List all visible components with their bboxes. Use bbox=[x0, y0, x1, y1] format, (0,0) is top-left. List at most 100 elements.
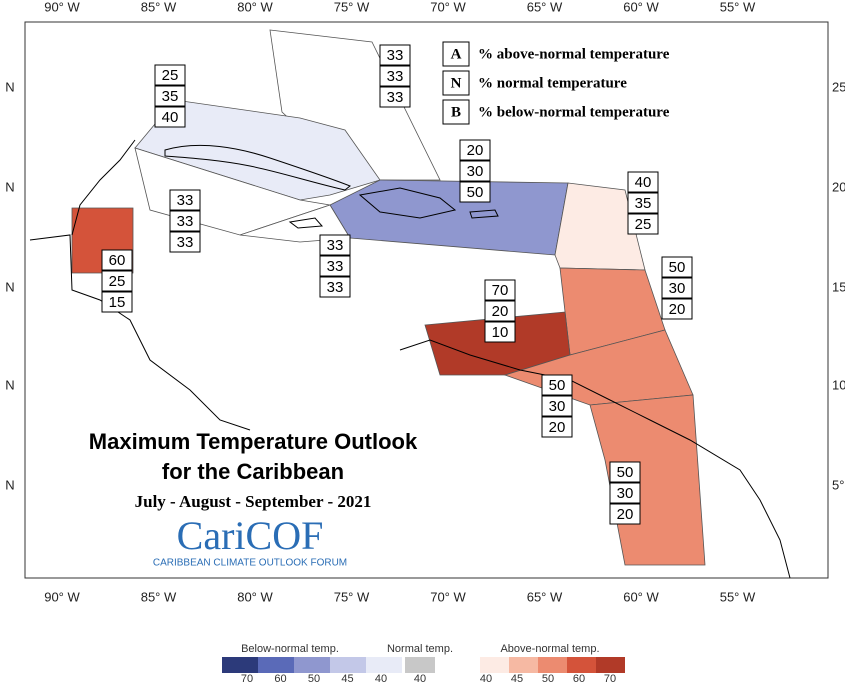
x-label-bottom: 90° W bbox=[44, 589, 80, 604]
prob-above: 33 bbox=[327, 237, 344, 254]
colorbar-normal bbox=[405, 657, 435, 673]
x-label-bottom: 80° W bbox=[237, 589, 273, 604]
key: A % above-normal temperature N % normal tem… bbox=[442, 41, 670, 125]
below-title: Below-normal temp. bbox=[241, 643, 339, 655]
x-label-top: 55° W bbox=[720, 0, 756, 14]
key-box bbox=[442, 99, 470, 125]
prob-normal: 35 bbox=[162, 88, 179, 105]
y-label-left: N bbox=[5, 79, 14, 94]
prob-box bbox=[169, 231, 201, 253]
prob-box bbox=[484, 279, 516, 301]
x-label-top: 70° W bbox=[430, 0, 466, 14]
prob-box bbox=[541, 416, 573, 438]
colorbar-below bbox=[258, 657, 294, 673]
x-label-bottom: 75° W bbox=[334, 589, 370, 604]
prob-box bbox=[459, 181, 491, 203]
prob-below: 33 bbox=[327, 279, 344, 296]
prob-above: 50 bbox=[617, 464, 634, 481]
title-line2: for the Caribbean bbox=[162, 459, 344, 484]
prob-above: 60 bbox=[109, 252, 126, 269]
prob-above: 33 bbox=[177, 192, 194, 209]
prob-box bbox=[459, 160, 491, 182]
prob-normal: 25 bbox=[109, 273, 126, 290]
prob-above: 20 bbox=[467, 142, 484, 159]
below-tick: 60 bbox=[274, 673, 286, 684]
x-label-top: 60° W bbox=[623, 0, 659, 14]
title: Maximum Temperature Outlook bbox=[89, 429, 418, 454]
colorbar-below bbox=[222, 657, 258, 673]
prob-above: 40 bbox=[635, 174, 652, 191]
x-label-bottom: 85° W bbox=[141, 589, 177, 604]
prob-box bbox=[541, 395, 573, 417]
prob-box bbox=[379, 44, 411, 66]
prob-box bbox=[154, 85, 186, 107]
y-label-left: N bbox=[5, 179, 14, 194]
below-tick: 45 bbox=[341, 673, 353, 684]
prob-box bbox=[609, 503, 641, 525]
coastlines bbox=[29, 139, 791, 579]
x-label-top: 65° W bbox=[527, 0, 563, 14]
prob-normal: 30 bbox=[669, 280, 686, 297]
y-label-right: 5° bbox=[832, 477, 844, 492]
key-text: % below-normal temperature bbox=[478, 104, 670, 120]
prob-normal: 20 bbox=[492, 303, 509, 320]
below-tick: 70 bbox=[241, 673, 253, 684]
colorbar-below bbox=[366, 657, 402, 673]
prob-below: 33 bbox=[177, 234, 194, 251]
prob-normal: 33 bbox=[177, 213, 194, 230]
x-label-top: 80° W bbox=[237, 0, 273, 14]
y-label-right: 10 bbox=[832, 377, 845, 392]
prob-normal: 30 bbox=[617, 485, 634, 502]
above-tick: 50 bbox=[542, 673, 554, 684]
prob-below: 50 bbox=[467, 184, 484, 201]
prob-box bbox=[609, 461, 641, 483]
logo: CariCOF bbox=[177, 513, 324, 558]
colorbar-above bbox=[567, 657, 596, 673]
prob-box bbox=[627, 171, 659, 193]
colorbar-above bbox=[596, 657, 625, 673]
above-tick: 70 bbox=[604, 673, 616, 684]
key-letter: A bbox=[451, 46, 462, 62]
below-tick: 50 bbox=[308, 673, 320, 684]
x-label-top: 75° W bbox=[334, 0, 370, 14]
prob-normal: 35 bbox=[635, 195, 652, 212]
period: July - August - September - 2021 bbox=[135, 492, 372, 511]
prob-normal: 30 bbox=[467, 163, 484, 180]
prob-box bbox=[484, 321, 516, 343]
prob-box bbox=[101, 291, 133, 313]
prob-box bbox=[661, 277, 693, 299]
y-label-left: N bbox=[5, 477, 14, 492]
prob-box bbox=[661, 256, 693, 278]
key-text: % above-normal temperature bbox=[478, 46, 670, 62]
prob-below: 25 bbox=[635, 216, 652, 233]
prob-below: 33 bbox=[387, 89, 404, 106]
prob-below: 20 bbox=[617, 506, 634, 523]
prob-above: 50 bbox=[669, 259, 686, 276]
prob-box bbox=[169, 210, 201, 232]
above-tick: 60 bbox=[573, 673, 585, 684]
prob-box bbox=[609, 482, 641, 504]
prob-box bbox=[154, 64, 186, 86]
x-label-bottom: 55° W bbox=[720, 589, 756, 604]
x-label-bottom: 70° W bbox=[430, 589, 466, 604]
x-label-top: 85° W bbox=[141, 0, 177, 14]
prob-below: 40 bbox=[162, 109, 179, 126]
normal-title: Normal temp. bbox=[387, 643, 453, 655]
y-label-right: 15 bbox=[832, 279, 845, 294]
prob-box bbox=[169, 189, 201, 211]
y-label-right: 25 bbox=[832, 79, 845, 94]
above-tick: 40 bbox=[480, 673, 492, 684]
prob-normal: 33 bbox=[387, 68, 404, 85]
x-label-bottom: 65° W bbox=[527, 589, 563, 604]
x-label-top: 90° W bbox=[44, 0, 80, 14]
colorbar-below bbox=[330, 657, 366, 673]
prob-box bbox=[459, 139, 491, 161]
colorbar-above bbox=[538, 657, 567, 673]
y-label-left: N bbox=[5, 377, 14, 392]
prob-box bbox=[379, 65, 411, 87]
prob-box bbox=[319, 276, 351, 298]
prob-below: 10 bbox=[492, 324, 509, 341]
key-letter: B bbox=[451, 104, 461, 120]
x-label-bottom: 60° W bbox=[623, 589, 659, 604]
prob-above: 70 bbox=[492, 282, 509, 299]
